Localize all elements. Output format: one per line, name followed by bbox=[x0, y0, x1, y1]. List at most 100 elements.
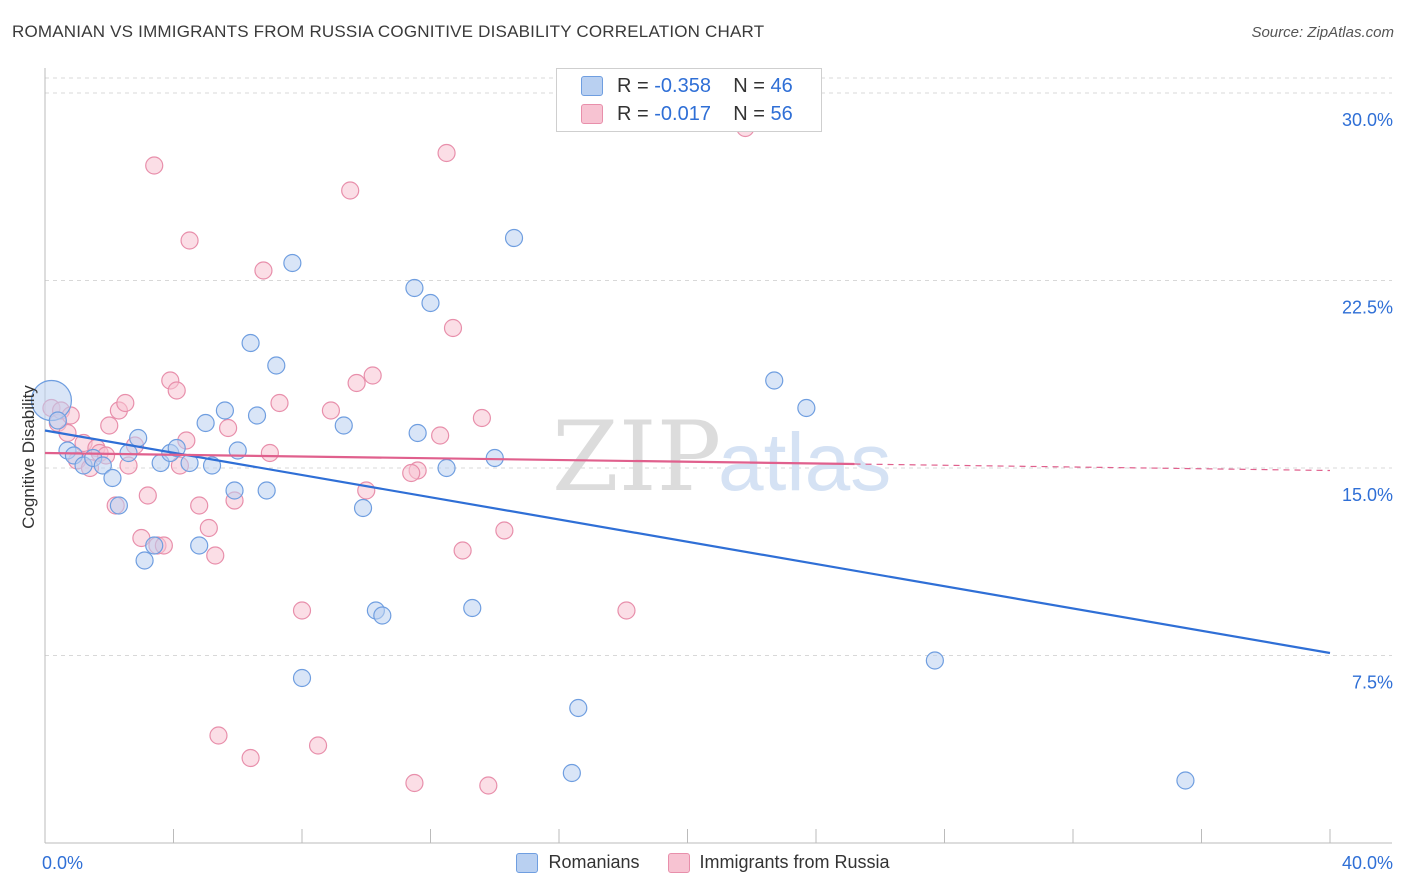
immigrants-point bbox=[254, 261, 273, 280]
immigrants-point bbox=[437, 143, 456, 163]
immigrants-point bbox=[100, 416, 119, 435]
legend-r-label: R = bbox=[617, 74, 649, 97]
y-tick-label: 7.5% bbox=[1352, 673, 1393, 693]
legend-item-immigrants[interactable]: Immigrants from Russia bbox=[667, 852, 890, 873]
immigrants-point bbox=[453, 541, 472, 560]
immigrants-point bbox=[241, 748, 260, 768]
immigrants-point bbox=[167, 381, 186, 400]
series-romanians-points bbox=[30, 228, 1195, 790]
legend-label-romanians: Romanians bbox=[548, 852, 640, 872]
romanians-point bbox=[504, 228, 524, 248]
immigrants-point bbox=[116, 393, 135, 413]
immigrants-point bbox=[190, 496, 209, 515]
x-tick-label-min: 0.0% bbox=[42, 853, 83, 873]
immigrants-point bbox=[363, 366, 382, 385]
y-axis-label: Cognitive Disability bbox=[19, 385, 38, 529]
source-label: Source: ZipAtlas.com bbox=[1251, 24, 1394, 41]
legend-swatch-blue bbox=[581, 76, 603, 96]
watermark-zip: ZIP bbox=[552, 401, 721, 513]
immigrants-trend-line-dashed bbox=[854, 463, 1331, 472]
immigrants-point bbox=[145, 156, 164, 175]
x-tick-label-max: 40.0% bbox=[1342, 853, 1393, 873]
romanians-point bbox=[292, 668, 312, 688]
immigrants-point bbox=[347, 373, 366, 393]
romanians-point bbox=[925, 651, 944, 670]
romanians-point bbox=[93, 456, 112, 475]
immigrants-point bbox=[260, 443, 279, 463]
romanians-point bbox=[267, 356, 286, 375]
y-tick-label: 15.0% bbox=[1342, 485, 1393, 505]
immigrants-point bbox=[206, 546, 225, 565]
romanians-point bbox=[437, 458, 456, 478]
romanians-point bbox=[569, 698, 588, 718]
romanians-trend-line bbox=[44, 429, 1331, 655]
romanians-point bbox=[109, 496, 128, 515]
romanians-point bbox=[48, 411, 67, 430]
legend-label-immigrants: Immigrants from Russia bbox=[699, 852, 890, 872]
legend-item-romanians[interactable]: Romanians bbox=[516, 852, 640, 873]
romanians-point bbox=[129, 428, 148, 448]
romanians-point bbox=[1176, 771, 1195, 790]
immigrants-point bbox=[402, 463, 421, 483]
immigrants-point bbox=[431, 426, 450, 445]
immigrants-point bbox=[617, 601, 636, 620]
romanians-point bbox=[196, 413, 215, 433]
legend-n-label: N = bbox=[733, 102, 765, 125]
romanians-point bbox=[373, 606, 392, 625]
immigrants-point bbox=[472, 408, 491, 428]
romanians-point bbox=[103, 468, 122, 488]
legend-n-value: 56 bbox=[770, 102, 793, 125]
romanians-point bbox=[562, 763, 581, 783]
immigrants-point bbox=[199, 518, 218, 538]
immigrants-point bbox=[495, 521, 514, 540]
chart-title: ROMANIAN VS IMMIGRANTS FROM RUSSIA COGNI… bbox=[12, 22, 765, 41]
gridlines bbox=[45, 77, 1392, 656]
romanians-point bbox=[797, 398, 816, 418]
romanians-point bbox=[765, 371, 784, 390]
legend-swatch-blue bbox=[516, 852, 539, 873]
immigrants-point bbox=[341, 181, 360, 200]
immigrants-point bbox=[209, 726, 228, 745]
romanians-point bbox=[145, 536, 164, 555]
y-tick-label: 30.0% bbox=[1342, 110, 1393, 130]
series-legend: Romanians Immigrants from Russia bbox=[0, 852, 1406, 873]
trend-lines bbox=[44, 429, 1331, 655]
romanians-point bbox=[405, 278, 424, 298]
immigrants-trend-line bbox=[44, 451, 855, 466]
immigrants-point bbox=[292, 601, 312, 620]
legend-r-label: R = bbox=[617, 102, 649, 125]
legend-r-value: -0.358 bbox=[654, 74, 711, 97]
immigrants-point bbox=[180, 231, 199, 250]
romanians-point bbox=[190, 536, 209, 555]
immigrants-point bbox=[443, 318, 463, 338]
immigrants-point bbox=[405, 773, 424, 793]
romanians-point bbox=[241, 333, 260, 353]
romanians-point bbox=[247, 406, 267, 425]
romanians-point bbox=[408, 423, 427, 443]
immigrants-point bbox=[270, 393, 289, 413]
axes bbox=[44, 68, 1392, 844]
legend-swatch-pink bbox=[581, 104, 603, 124]
romanians-point bbox=[257, 481, 276, 500]
immigrants-point bbox=[138, 486, 157, 505]
tick-labels: 7.5% 15.0% 22.5% 30.0% 0.0% 40.0% bbox=[42, 110, 1393, 873]
romanians-point bbox=[463, 598, 482, 618]
legend-row-romanians: R = -0.358 N = 46 bbox=[581, 74, 793, 98]
romanians-point bbox=[135, 551, 154, 570]
legend-row-immigrants: R = -0.017 N = 56 bbox=[581, 102, 793, 126]
immigrants-point bbox=[219, 418, 238, 438]
y-tick-label: 22.5% bbox=[1342, 298, 1393, 318]
romanians-point bbox=[283, 253, 302, 273]
romanians-point bbox=[421, 293, 440, 313]
immigrants-point bbox=[479, 776, 498, 795]
legend-n-label: N = bbox=[733, 74, 765, 97]
romanians-point bbox=[334, 416, 353, 435]
romanians-point bbox=[225, 481, 244, 500]
romanians-point bbox=[215, 401, 234, 420]
immigrants-point bbox=[308, 736, 328, 755]
legend-r-value: -0.017 bbox=[654, 102, 711, 125]
legend-swatch-pink bbox=[667, 852, 690, 873]
immigrants-point bbox=[321, 401, 341, 420]
correlation-legend: R = -0.358 N = 46 R = -0.017 N = 56 bbox=[556, 68, 822, 132]
